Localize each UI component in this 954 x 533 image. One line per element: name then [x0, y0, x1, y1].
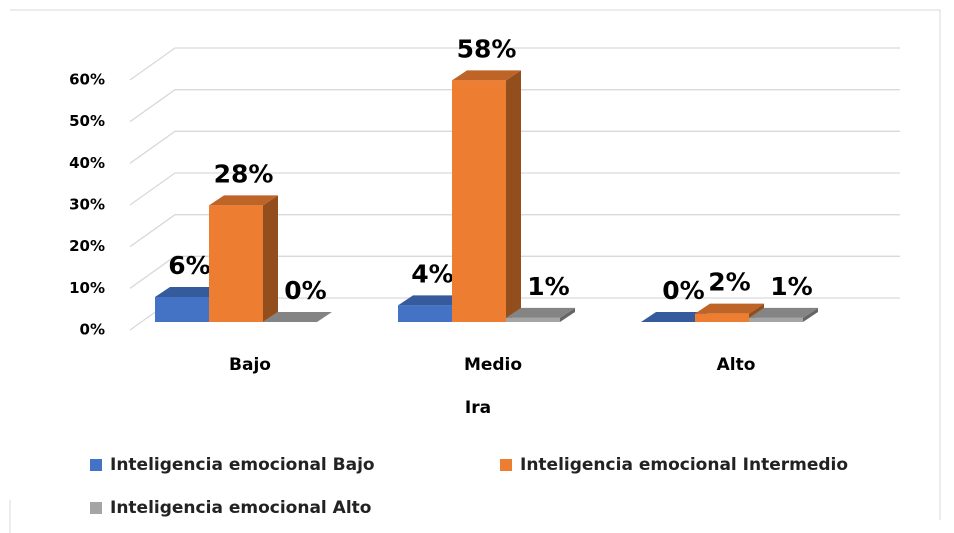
bar-side: [560, 307, 575, 322]
bar-top: [506, 307, 575, 318]
value-label: 0%: [284, 276, 326, 305]
value-label: 0%: [662, 276, 704, 305]
bar: [641, 312, 710, 322]
y-tick-label: 40%: [69, 154, 105, 172]
bar-top: [452, 70, 521, 81]
legend-swatch: [90, 502, 102, 514]
legend-swatch: [500, 459, 512, 471]
legend-label: Inteligencia emocional Alto: [110, 498, 371, 518]
bar-front: [398, 305, 452, 322]
value-label: 1%: [770, 272, 812, 301]
grid-line: [129, 172, 900, 206]
y-tick-label: 30%: [69, 196, 105, 214]
grid-line: [129, 89, 900, 123]
bar-top: [398, 295, 467, 306]
bar: [209, 195, 278, 322]
bar-side: [803, 307, 818, 322]
value-label: 58%: [457, 34, 517, 63]
grid-line: [129, 255, 900, 289]
y-tick-label: 10%: [69, 279, 105, 297]
y-tick-label: 20%: [69, 237, 105, 255]
bar: [749, 307, 818, 322]
value-label: 6%: [168, 251, 210, 280]
x-axis-title: Ira: [465, 398, 491, 418]
bar-front: [749, 317, 803, 322]
y-tick-label: 0%: [80, 321, 105, 339]
y-tick-label: 50%: [69, 112, 105, 130]
grid-line: [129, 214, 900, 248]
bar: [506, 307, 575, 322]
legend-swatch: [90, 459, 102, 471]
bar-side: [263, 195, 278, 322]
bar-front: [209, 205, 263, 322]
grid-line: [129, 130, 900, 164]
bar-top: [749, 307, 818, 318]
bar: [452, 70, 521, 322]
legend-label: Inteligencia emocional Intermedio: [520, 455, 848, 475]
x-tick-label: Medio: [464, 355, 522, 375]
frame: [10, 9, 941, 520]
value-label: 2%: [708, 268, 750, 297]
value-label: 1%: [527, 272, 569, 301]
bar-top: [695, 303, 764, 314]
value-label: 28%: [214, 159, 274, 188]
bar-top: [209, 195, 278, 206]
bar: [263, 312, 332, 322]
bar-top: [263, 312, 332, 322]
bar-front: [155, 297, 209, 322]
bar-top: [641, 312, 710, 322]
x-tick-label: Bajo: [229, 355, 271, 375]
bar-front: [695, 313, 749, 322]
y-tick-label: 60%: [69, 71, 105, 89]
value-label: 4%: [411, 259, 453, 288]
x-tick-label: Alto: [717, 355, 756, 375]
bar-top: [155, 287, 224, 297]
bar-side: [506, 70, 521, 322]
bar-front: [452, 80, 506, 322]
legend-label: Inteligencia emocional Bajo: [110, 455, 375, 475]
grid-line: [129, 47, 900, 81]
bar-front: [506, 317, 560, 322]
